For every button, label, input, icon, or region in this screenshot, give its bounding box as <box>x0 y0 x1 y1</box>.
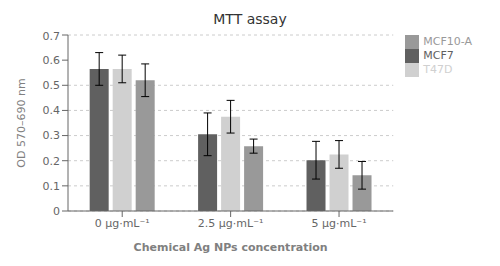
svg-text:Chemical Ag NPs concentration: Chemical Ag NPs concentration <box>134 241 328 254</box>
html-text:MCF7: MCF7 <box>423 49 454 62</box>
svg-text:0.1: 0.1 <box>43 180 61 193</box>
svg-text:0.3: 0.3 <box>43 129 61 142</box>
svg-text:OD 570–690 nm: OD 570–690 nm <box>15 78 28 167</box>
svg-text:0.7: 0.7 <box>43 30 61 43</box>
svg-text:0 μg·mL⁻¹: 0 μg·mL⁻¹ <box>95 217 150 230</box>
svg-text:0.5: 0.5 <box>43 79 61 92</box>
svg-text:0: 0 <box>53 205 60 218</box>
svg-text:0.6: 0.6 <box>43 54 61 67</box>
svg-text:0.2: 0.2 <box>43 155 61 168</box>
html-text:MCF10-A: MCF10-A <box>423 35 472 48</box>
html-text:T47D: T47D <box>423 63 453 76</box>
svg-text:0.4: 0.4 <box>43 104 61 117</box>
svg-text:5 μg·mL⁻¹: 5 μg·mL⁻¹ <box>312 217 367 230</box>
svg-text:2.5 μg·mL⁻¹: 2.5 μg·mL⁻¹ <box>198 217 264 230</box>
html-text:MTT assay: MTT assay <box>213 11 287 27</box>
